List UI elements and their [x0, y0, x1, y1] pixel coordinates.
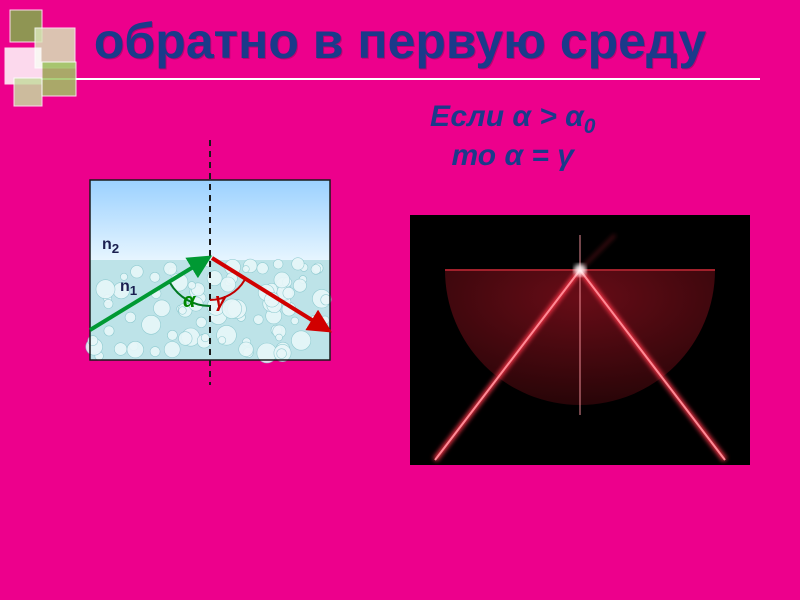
refraction-diagram: n2 n1 α γ	[80, 130, 340, 390]
n2-text: n	[102, 236, 112, 253]
title-divider	[40, 78, 760, 80]
condition-sub: 0	[584, 115, 596, 138]
alpha-label: α	[183, 290, 195, 313]
condition-prefix: Если	[430, 100, 512, 133]
n1-sub: 1	[130, 283, 137, 298]
n2-label: n2	[102, 236, 119, 256]
condition-line-2: то α = γ	[430, 139, 595, 173]
corner-decoration	[0, 0, 120, 120]
gamma-label: γ	[215, 290, 226, 313]
n1-text: n	[120, 278, 130, 295]
slide-title: обратно в первую среду	[0, 0, 800, 70]
condition-line-1: Если α > α0	[430, 100, 595, 139]
condition-expr: α > α	[512, 100, 583, 133]
condition-text: Если α > α0 то α = γ	[430, 100, 595, 173]
n1-label: n1	[120, 278, 137, 298]
n2-sub: 2	[112, 241, 119, 256]
experiment-photo	[410, 215, 750, 465]
